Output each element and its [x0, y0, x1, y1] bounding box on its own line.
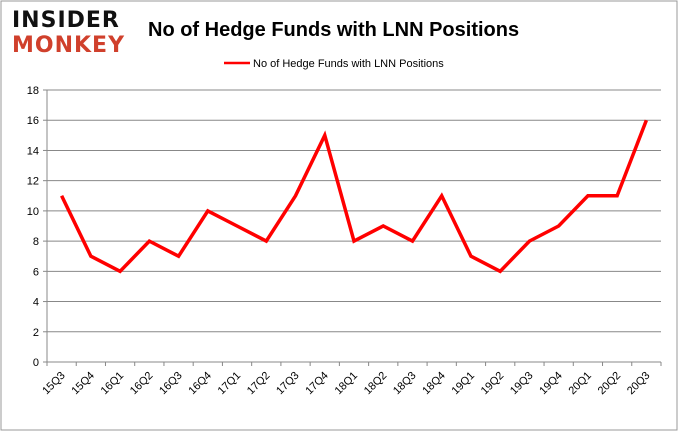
logo-line2: MONKEY [12, 33, 125, 58]
y-tick-label: 18 [27, 85, 39, 97]
y-tick-label: 6 [33, 266, 39, 278]
y-tick-label: 4 [33, 297, 39, 309]
logo-line1: INSIDER [12, 8, 120, 33]
y-tick-label: 10 [27, 206, 39, 218]
chart-title: No of Hedge Funds with LNN Positions [148, 19, 519, 41]
y-tick-label: 0 [33, 357, 39, 369]
legend-label: No of Hedge Funds with LNN Positions [253, 58, 444, 70]
y-tick-label: 2 [33, 327, 39, 339]
y-tick-label: 14 [27, 145, 39, 157]
y-tick-label: 8 [33, 236, 39, 248]
y-tick-label: 12 [27, 176, 39, 188]
insider-monkey-logo: INSIDER MONKEY [12, 8, 125, 58]
y-tick-label: 16 [27, 115, 39, 127]
